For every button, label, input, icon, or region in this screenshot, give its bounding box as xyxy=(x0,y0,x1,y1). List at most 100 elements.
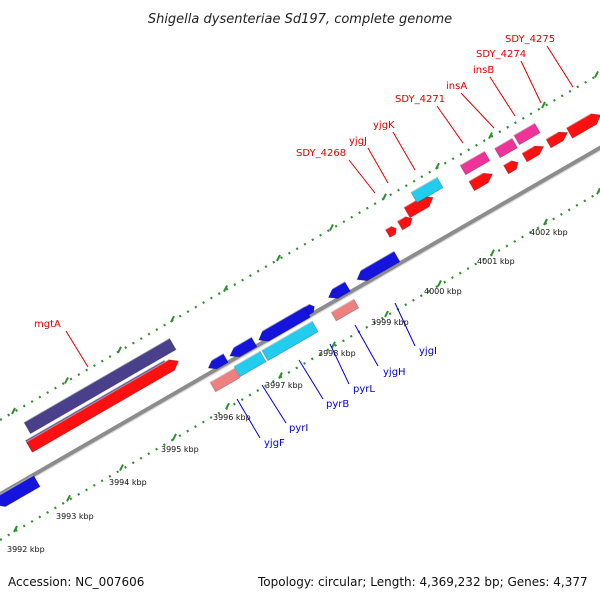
gene-salmon-1-bevel xyxy=(330,298,355,313)
feature-label-bottom: yjgH xyxy=(383,367,406,378)
gene-red-g xyxy=(545,131,569,149)
gene-salmon-2 xyxy=(209,367,241,393)
feature-label-bottom: yjgF xyxy=(264,438,285,449)
leader-line xyxy=(329,343,350,385)
gene-red-g-shape xyxy=(545,131,569,149)
scale-tick xyxy=(172,433,177,441)
gene-red-c-shape xyxy=(384,225,397,238)
gene-insB xyxy=(513,122,541,146)
gene-red-c-bevel xyxy=(385,225,392,231)
gene-SDY_4271-shape xyxy=(459,150,491,176)
lower-dotted-line xyxy=(0,191,600,541)
leader-line xyxy=(392,131,416,171)
gene-blue-6-bevel xyxy=(205,353,224,365)
scale-tick xyxy=(278,372,283,379)
gene-salmon-2-shape xyxy=(209,367,241,393)
leader-line xyxy=(298,359,324,400)
gene-blue-2 xyxy=(325,281,351,299)
scale-tick-upper xyxy=(276,254,281,262)
gene-blue-2-bevel xyxy=(325,281,346,294)
feature-label-top: SDY_4275 xyxy=(505,34,555,45)
gene-pyrI xyxy=(233,350,267,378)
gene-yjgK xyxy=(410,176,444,204)
backbone-highlight xyxy=(0,150,600,498)
scale-tick xyxy=(437,279,442,287)
gene-yjgK-shape xyxy=(410,176,444,204)
gene-mgtA-bevel xyxy=(23,337,170,423)
scale-tick xyxy=(331,341,336,349)
gene-red-large xyxy=(25,359,180,453)
gene-insB-bevel xyxy=(513,122,535,136)
gene-salmon-1-shape xyxy=(330,298,360,322)
gene-blue-left xyxy=(0,474,41,508)
leader-line xyxy=(489,76,516,117)
scale-label: 3992 kbp xyxy=(7,545,45,554)
gene-blue-5 xyxy=(226,336,258,358)
scale-tick xyxy=(225,402,230,410)
gene-SDY_4271-bevel xyxy=(459,150,485,166)
scale-label: 4000 kbp xyxy=(424,287,462,296)
feature-label-top: insA xyxy=(446,81,467,92)
gene-blue-1-bevel xyxy=(353,250,395,275)
scale-tick xyxy=(119,464,124,472)
gene-blue-6-shape xyxy=(207,353,229,370)
gene-mgtA xyxy=(23,337,177,435)
scale-label: 4001 kbp xyxy=(477,257,515,266)
feature-label-top: mgtA xyxy=(34,319,61,330)
gene-red-e-shape xyxy=(502,160,519,175)
scale-label: 3995 kbp xyxy=(161,445,199,454)
leader-line xyxy=(236,398,261,439)
gene-blue-1-shape xyxy=(356,250,401,282)
genome-summary-text: Topology: circular; Length: 4,369,232 bp… xyxy=(258,575,588,589)
dotted-guides xyxy=(0,73,600,541)
leader-line xyxy=(394,302,416,347)
scale-tick-upper xyxy=(541,101,546,109)
scale-label: 4002 kbp xyxy=(530,228,568,237)
feature-label-top: yjgJ xyxy=(349,136,367,147)
feature-label-bottom: pyrI xyxy=(289,423,308,434)
scale-tick-upper xyxy=(329,223,334,231)
scale-tick-upper xyxy=(170,315,175,323)
accession-text: Accession: NC_007606 xyxy=(8,575,145,589)
feature-label-bottom: pyrB xyxy=(326,399,349,410)
leader-line xyxy=(460,92,495,129)
leader-line xyxy=(436,105,464,144)
gene-SDY_4271 xyxy=(459,150,491,176)
scale-tick-upper xyxy=(64,376,69,384)
gene-blue-4-bevel xyxy=(255,306,305,336)
scale-label: 3998 kbp xyxy=(318,349,356,358)
gene-red-d xyxy=(468,172,494,192)
scale-bar: 3992 kbp 3993 kbp 3994 kbp 3995 kbp 3996 kbp… xyxy=(7,70,600,554)
gene-blue-2-shape xyxy=(327,281,351,299)
upper-dotted-line xyxy=(0,73,600,421)
gene-blue-1 xyxy=(353,250,401,282)
gene-blue-4-shape xyxy=(258,306,311,342)
gene-insA-bevel xyxy=(494,137,513,149)
gene-yjgK-bevel xyxy=(410,176,438,193)
scale-tick xyxy=(543,218,548,226)
gene-red-f-shape xyxy=(521,145,545,163)
gene-insB-shape xyxy=(513,122,541,146)
gene-salmon-1 xyxy=(330,298,360,322)
scale-label: 3994 kbp xyxy=(109,478,147,487)
feature-label-top: yjgK xyxy=(373,120,395,131)
feature-label-top: SDY_4271 xyxy=(395,94,445,105)
scale-tick xyxy=(13,525,18,533)
scale-tick-upper xyxy=(435,162,440,170)
gene-red-h xyxy=(565,113,600,139)
feature-label-bottom: yjgI xyxy=(419,346,437,357)
gene-pyrI-bevel xyxy=(233,350,261,367)
gene-red-d-bevel xyxy=(468,172,484,182)
gene-pyrB xyxy=(261,320,319,362)
scale-tick xyxy=(490,249,495,257)
leader-line xyxy=(546,45,574,88)
scale-label: 3996 kbp xyxy=(213,413,251,422)
scale-label: 3997 kbp xyxy=(265,381,303,390)
gene-pyrB-shape xyxy=(261,320,319,362)
scale-tick-upper xyxy=(11,407,16,415)
gene-red-f xyxy=(521,145,545,163)
gene-red-large-bevel xyxy=(26,359,169,443)
gene-blue-6 xyxy=(205,353,229,370)
gene-blue-left-shape xyxy=(0,474,41,508)
